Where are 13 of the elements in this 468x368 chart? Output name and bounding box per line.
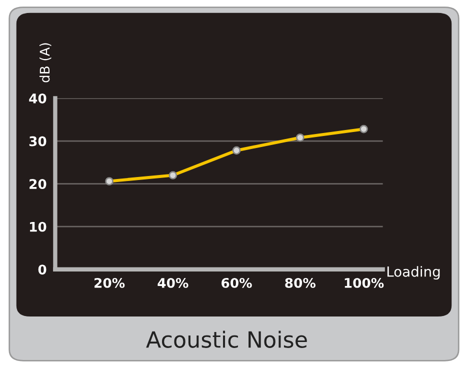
x-axis-title: Loading — [387, 266, 440, 280]
x-tick-label: 80% — [285, 278, 316, 288]
x-tick-label: 20% — [94, 278, 125, 288]
x-tick-label: 40% — [158, 278, 188, 288]
y-axis-title: dB (A) — [39, 43, 52, 82]
y-tick-label: 40 — [29, 93, 46, 104]
y-tick-label: 0 — [38, 264, 46, 275]
text: Acoustic Noise — [146, 330, 307, 348]
y-tick-label: 30 — [29, 136, 46, 146]
x-tick-label: 100% — [344, 278, 384, 288]
y-tick-label: 10 — [30, 222, 46, 232]
y-tick-label: 20 — [30, 179, 46, 190]
x-tick-label: 60% — [222, 278, 252, 288]
